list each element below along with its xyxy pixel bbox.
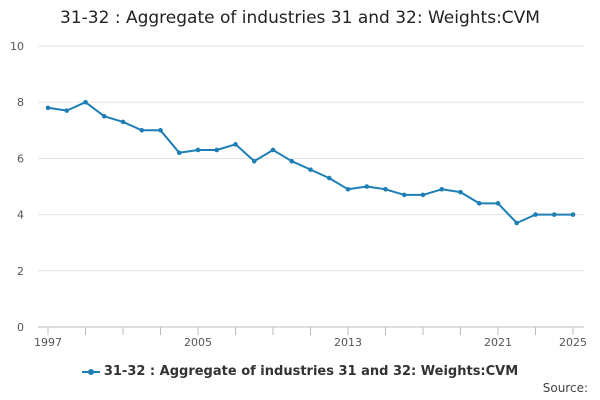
data-point[interactable] bbox=[476, 201, 482, 206]
x-tick-label: 2013 bbox=[334, 336, 362, 349]
y-tick-label: 2 bbox=[17, 265, 24, 278]
data-point[interactable] bbox=[458, 189, 463, 195]
data-point[interactable] bbox=[158, 128, 163, 133]
data-point[interactable] bbox=[289, 158, 295, 164]
tick-labels: 0 2 4 6 8 10 1997 2005 2013 2021 2025 bbox=[10, 40, 587, 349]
data-point[interactable] bbox=[251, 158, 257, 164]
data-point[interactable] bbox=[308, 167, 313, 172]
x-tick-label: 1997 bbox=[34, 336, 62, 349]
data-point[interactable] bbox=[45, 105, 51, 111]
data-point[interactable] bbox=[64, 108, 70, 113]
data-point[interactable] bbox=[420, 192, 426, 198]
data-point[interactable] bbox=[345, 187, 351, 192]
data-point[interactable] bbox=[270, 147, 276, 153]
data-point[interactable] bbox=[233, 142, 238, 147]
source-label: Source: bbox=[542, 381, 588, 395]
axes bbox=[38, 326, 584, 335]
data-point[interactable] bbox=[514, 220, 520, 226]
data-point[interactable] bbox=[195, 147, 201, 153]
data-point[interactable] bbox=[364, 184, 370, 189]
data-point[interactable] bbox=[120, 119, 126, 125]
legend[interactable]: 31-32 : Aggregate of industries 31 and 3… bbox=[0, 364, 600, 379]
data-point[interactable] bbox=[383, 187, 388, 192]
data-point[interactable] bbox=[551, 212, 557, 217]
x-tick-label: 2005 bbox=[184, 336, 212, 349]
data-point[interactable] bbox=[570, 212, 576, 217]
data-point[interactable] bbox=[101, 113, 107, 119]
legend-label: 31-32 : Aggregate of industries 31 and 3… bbox=[103, 364, 519, 379]
data-point[interactable] bbox=[326, 175, 332, 181]
y-tick-label: 4 bbox=[17, 209, 24, 222]
x-tick-label: 2021 bbox=[484, 336, 512, 349]
data-point[interactable] bbox=[439, 187, 445, 192]
data-point[interactable] bbox=[176, 150, 182, 156]
gridlines bbox=[38, 45, 584, 272]
data-point[interactable] bbox=[495, 201, 501, 206]
data-point[interactable] bbox=[533, 212, 538, 217]
y-tick-label: 10 bbox=[10, 40, 24, 53]
y-tick-label: 6 bbox=[17, 152, 24, 165]
data-point[interactable] bbox=[401, 192, 407, 198]
series-line bbox=[47, 101, 573, 224]
data-point[interactable] bbox=[139, 128, 145, 133]
data-point[interactable] bbox=[214, 147, 220, 153]
x-tick-label: 2025 bbox=[559, 336, 587, 349]
data-point[interactable] bbox=[83, 99, 88, 105]
series bbox=[45, 99, 576, 226]
y-tick-label: 0 bbox=[17, 321, 24, 334]
chart-title: 31-32 : Aggregate of industries 31 and 3… bbox=[60, 8, 540, 28]
legend-marker-icon bbox=[81, 366, 100, 378]
y-tick-label: 8 bbox=[17, 96, 24, 109]
